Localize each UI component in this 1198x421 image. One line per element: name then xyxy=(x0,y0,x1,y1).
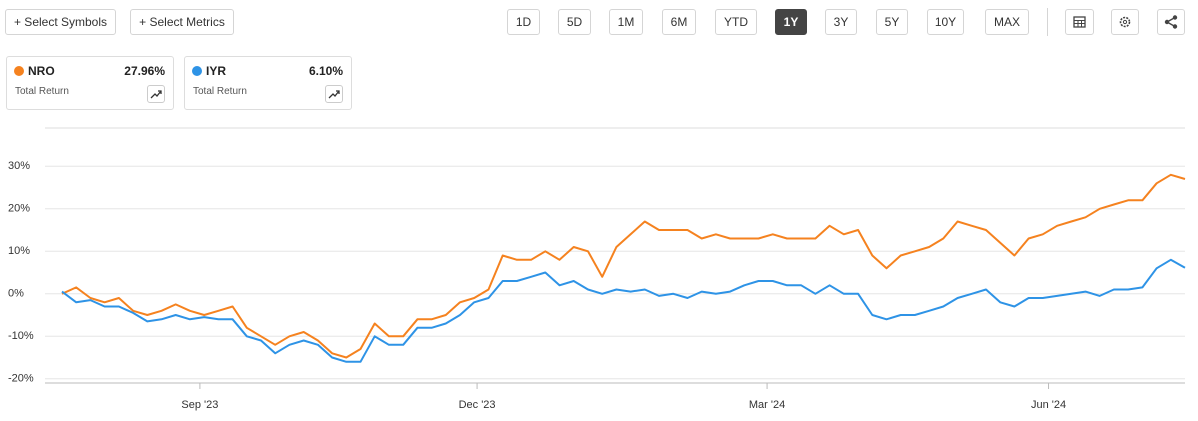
symbol-dot xyxy=(192,66,202,76)
y-tick-label: -10% xyxy=(8,330,34,342)
symbol-return: 6.10% xyxy=(308,64,343,78)
x-tick-label: Jun '24 xyxy=(1031,399,1066,411)
symbol-card[interactable]: IYR 6.10% Total Return xyxy=(184,56,352,110)
period-button[interactable]: 3Y xyxy=(825,9,857,35)
metric-label: Total Return xyxy=(193,86,247,97)
y-tick-label: 0% xyxy=(8,288,24,300)
share-icon xyxy=(1164,15,1178,29)
y-tick-label: 30% xyxy=(8,160,30,172)
chart-icon xyxy=(147,85,165,103)
separator xyxy=(1047,8,1048,36)
period-button[interactable]: 1Y xyxy=(775,9,807,35)
y-tick-label: -20% xyxy=(8,373,34,385)
trend-icon xyxy=(150,90,162,99)
symbol-name: NRO xyxy=(28,64,55,78)
x-tick-label: Mar '24 xyxy=(749,399,785,411)
period-button[interactable]: YTD xyxy=(715,9,757,35)
period-button[interactable]: 1M xyxy=(609,9,643,35)
symbol-card[interactable]: NRO 27.96% Total Return xyxy=(6,56,174,110)
period-button[interactable]: 5Y xyxy=(876,9,908,35)
series-line xyxy=(61,258,1186,363)
select-symbols[interactable]: + Select Symbols xyxy=(5,9,116,35)
trend-icon xyxy=(328,90,340,99)
share-button[interactable] xyxy=(1157,9,1185,35)
series-line xyxy=(61,173,1186,359)
settings-button[interactable] xyxy=(1111,9,1139,35)
y-tick-label: 10% xyxy=(8,245,30,257)
table-icon xyxy=(1073,16,1086,28)
chart-icon xyxy=(325,85,343,103)
chart: 30% 20% 10% 0% -10% -20% Sep '23 Dec '23 Mar '24… xyxy=(8,127,1186,411)
symbol-dot xyxy=(14,66,24,76)
symbol-name: IYR xyxy=(206,64,227,78)
metric-label: Total Return xyxy=(15,86,69,97)
x-tick-label: Dec '23 xyxy=(459,399,496,411)
table-button[interactable] xyxy=(1065,9,1094,35)
symbol-return: 27.96% xyxy=(124,64,165,78)
period-button[interactable]: 10Y xyxy=(927,9,964,35)
period-button[interactable]: 6M xyxy=(662,9,696,35)
select-metrics[interactable]: + Select Metrics xyxy=(130,9,234,35)
settings-icon xyxy=(1119,16,1131,28)
x-tick-label: Sep '23 xyxy=(181,399,218,411)
period-button[interactable]: 5D xyxy=(558,9,591,35)
period-button[interactable]: 1D xyxy=(507,9,540,35)
period-button[interactable]: MAX xyxy=(985,9,1029,35)
y-tick-label: 20% xyxy=(8,203,30,215)
